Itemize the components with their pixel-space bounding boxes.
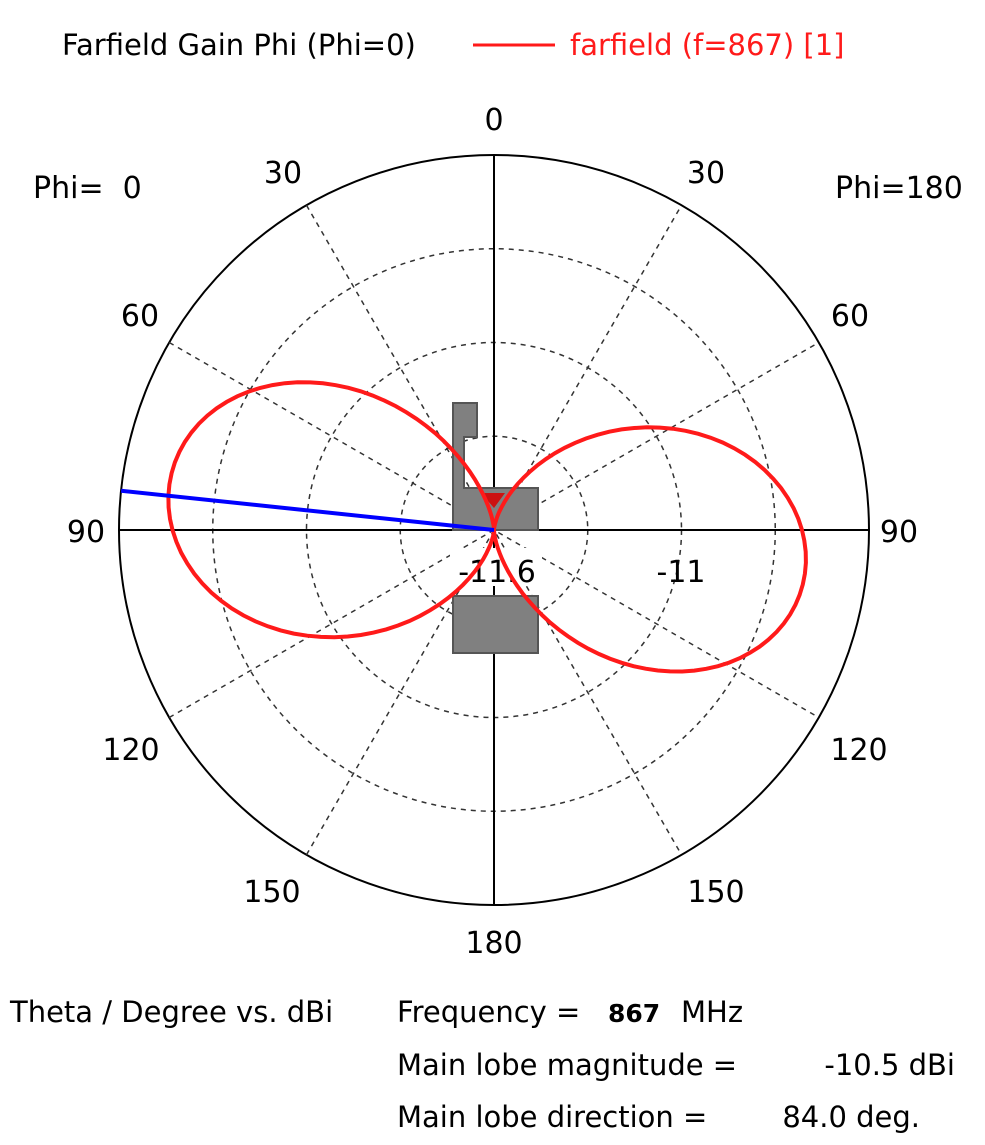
angle-label-30-left: 30 — [264, 156, 302, 191]
phi-left-label: Phi= 0 — [33, 171, 142, 206]
main-lobe-direction-value: 84.0 deg. — [782, 1100, 920, 1134]
frequency-label: Frequency = — [397, 995, 580, 1029]
angle-label-180: 180 — [465, 926, 522, 961]
angle-label-150-right: 150 — [687, 875, 744, 910]
angle-label-120-left: 120 — [102, 733, 159, 768]
main-lobe-direction-label: Main lobe direction = — [397, 1100, 707, 1134]
angle-label-0: 0 — [484, 103, 503, 138]
radial-label-outer: -11 — [657, 555, 706, 590]
angle-label-90-left: 90 — [67, 515, 105, 550]
frequency-value: 867 — [608, 999, 660, 1028]
angle-label-150-left: 150 — [243, 875, 300, 910]
angle-label-120-right: 120 — [830, 733, 887, 768]
angle-label-30-right: 30 — [687, 156, 725, 191]
main-lobe-magnitude-label: Main lobe magnitude = — [397, 1048, 737, 1082]
phi-right-label: Phi=180 — [835, 171, 963, 206]
radial-label-inner: -11.6 — [458, 555, 536, 590]
angle-label-90-right: 90 — [880, 515, 918, 550]
legend-label: farfield (f=867) [1] — [570, 28, 844, 62]
main-lobe-marker — [120, 488, 495, 532]
angle-label-60-left: 60 — [121, 299, 159, 334]
frequency-unit: MHz — [681, 995, 743, 1029]
main-lobe-magnitude-value: -10.5 dBi — [824, 1048, 955, 1082]
angle-label-60-right: 60 — [831, 299, 869, 334]
axis-caption: Theta / Degree vs. dBi — [9, 995, 333, 1029]
chart-title: Farfield Gain Phi (Phi=0) — [62, 28, 416, 62]
